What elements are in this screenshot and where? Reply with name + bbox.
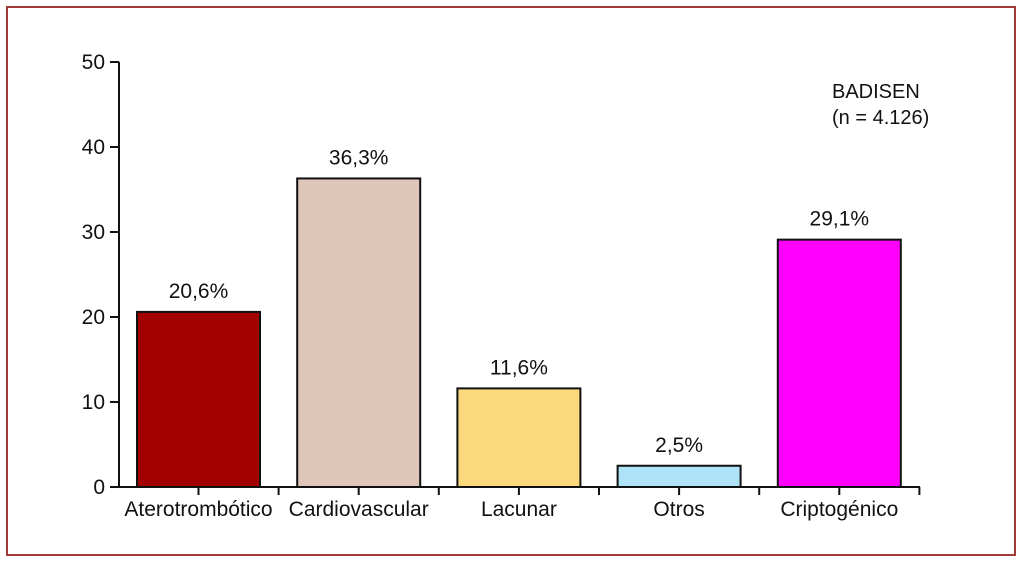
- bar-1: [296, 177, 422, 488]
- bar-3: [616, 464, 742, 488]
- value-label-0: 20,6%: [169, 280, 229, 303]
- annotation-line-1: BADISEN: [832, 81, 920, 103]
- bar-4: [776, 238, 902, 488]
- bar-0: [136, 310, 261, 488]
- category-label-1: Cardiovascular: [289, 498, 429, 521]
- y-tick-label-3: 30: [82, 221, 105, 244]
- y-tick-label-4: 40: [82, 136, 105, 159]
- y-tick-label-5: 50: [82, 51, 105, 74]
- bars: [136, 177, 902, 488]
- value-label-4: 29,1%: [810, 208, 870, 231]
- annotation-line-2: (n = 4.126): [832, 107, 929, 129]
- y-tick-label-0: 0: [93, 476, 105, 499]
- value-label-1: 36,3%: [329, 146, 389, 169]
- category-label-3: Otros: [653, 498, 704, 521]
- bar-2: [456, 387, 582, 488]
- value-label-2: 11,6%: [490, 356, 548, 379]
- labels: 20,6% Aterotrombótico 36,3% Cardiovascular 1…: [124, 146, 898, 521]
- y-tick-label-2: 20: [82, 306, 105, 329]
- y-tick-label-1: 10: [82, 391, 105, 414]
- category-label-4: Criptogénico: [780, 498, 898, 521]
- value-label-3: 2,5%: [655, 434, 703, 457]
- category-label-2: Lacunar: [481, 498, 557, 521]
- category-label-0: Aterotrombótico: [124, 498, 272, 521]
